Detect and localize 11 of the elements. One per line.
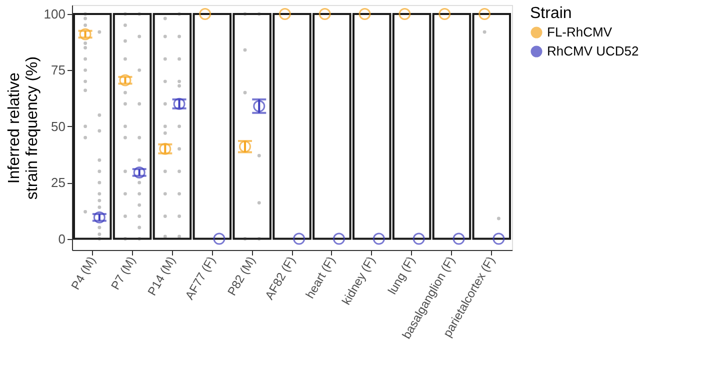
y-tick-label: 75	[51, 62, 66, 78]
legend-label: RhCMV UCD52	[547, 44, 639, 58]
y-tick-label: 50	[51, 118, 66, 134]
y-axis-title: Inferred relative strain frequency (%)	[6, 56, 41, 200]
x-tick-label: P7 (M)	[108, 254, 138, 292]
y-tick-label: 25	[51, 175, 66, 190]
y-tick-label: 100	[44, 6, 66, 22]
y-tick-label: 0	[58, 231, 66, 246]
legend-title: Strain	[530, 5, 572, 22]
legend-label: FL-RhCMV	[547, 24, 612, 40]
x-tick-label: P4 (M)	[68, 254, 98, 292]
